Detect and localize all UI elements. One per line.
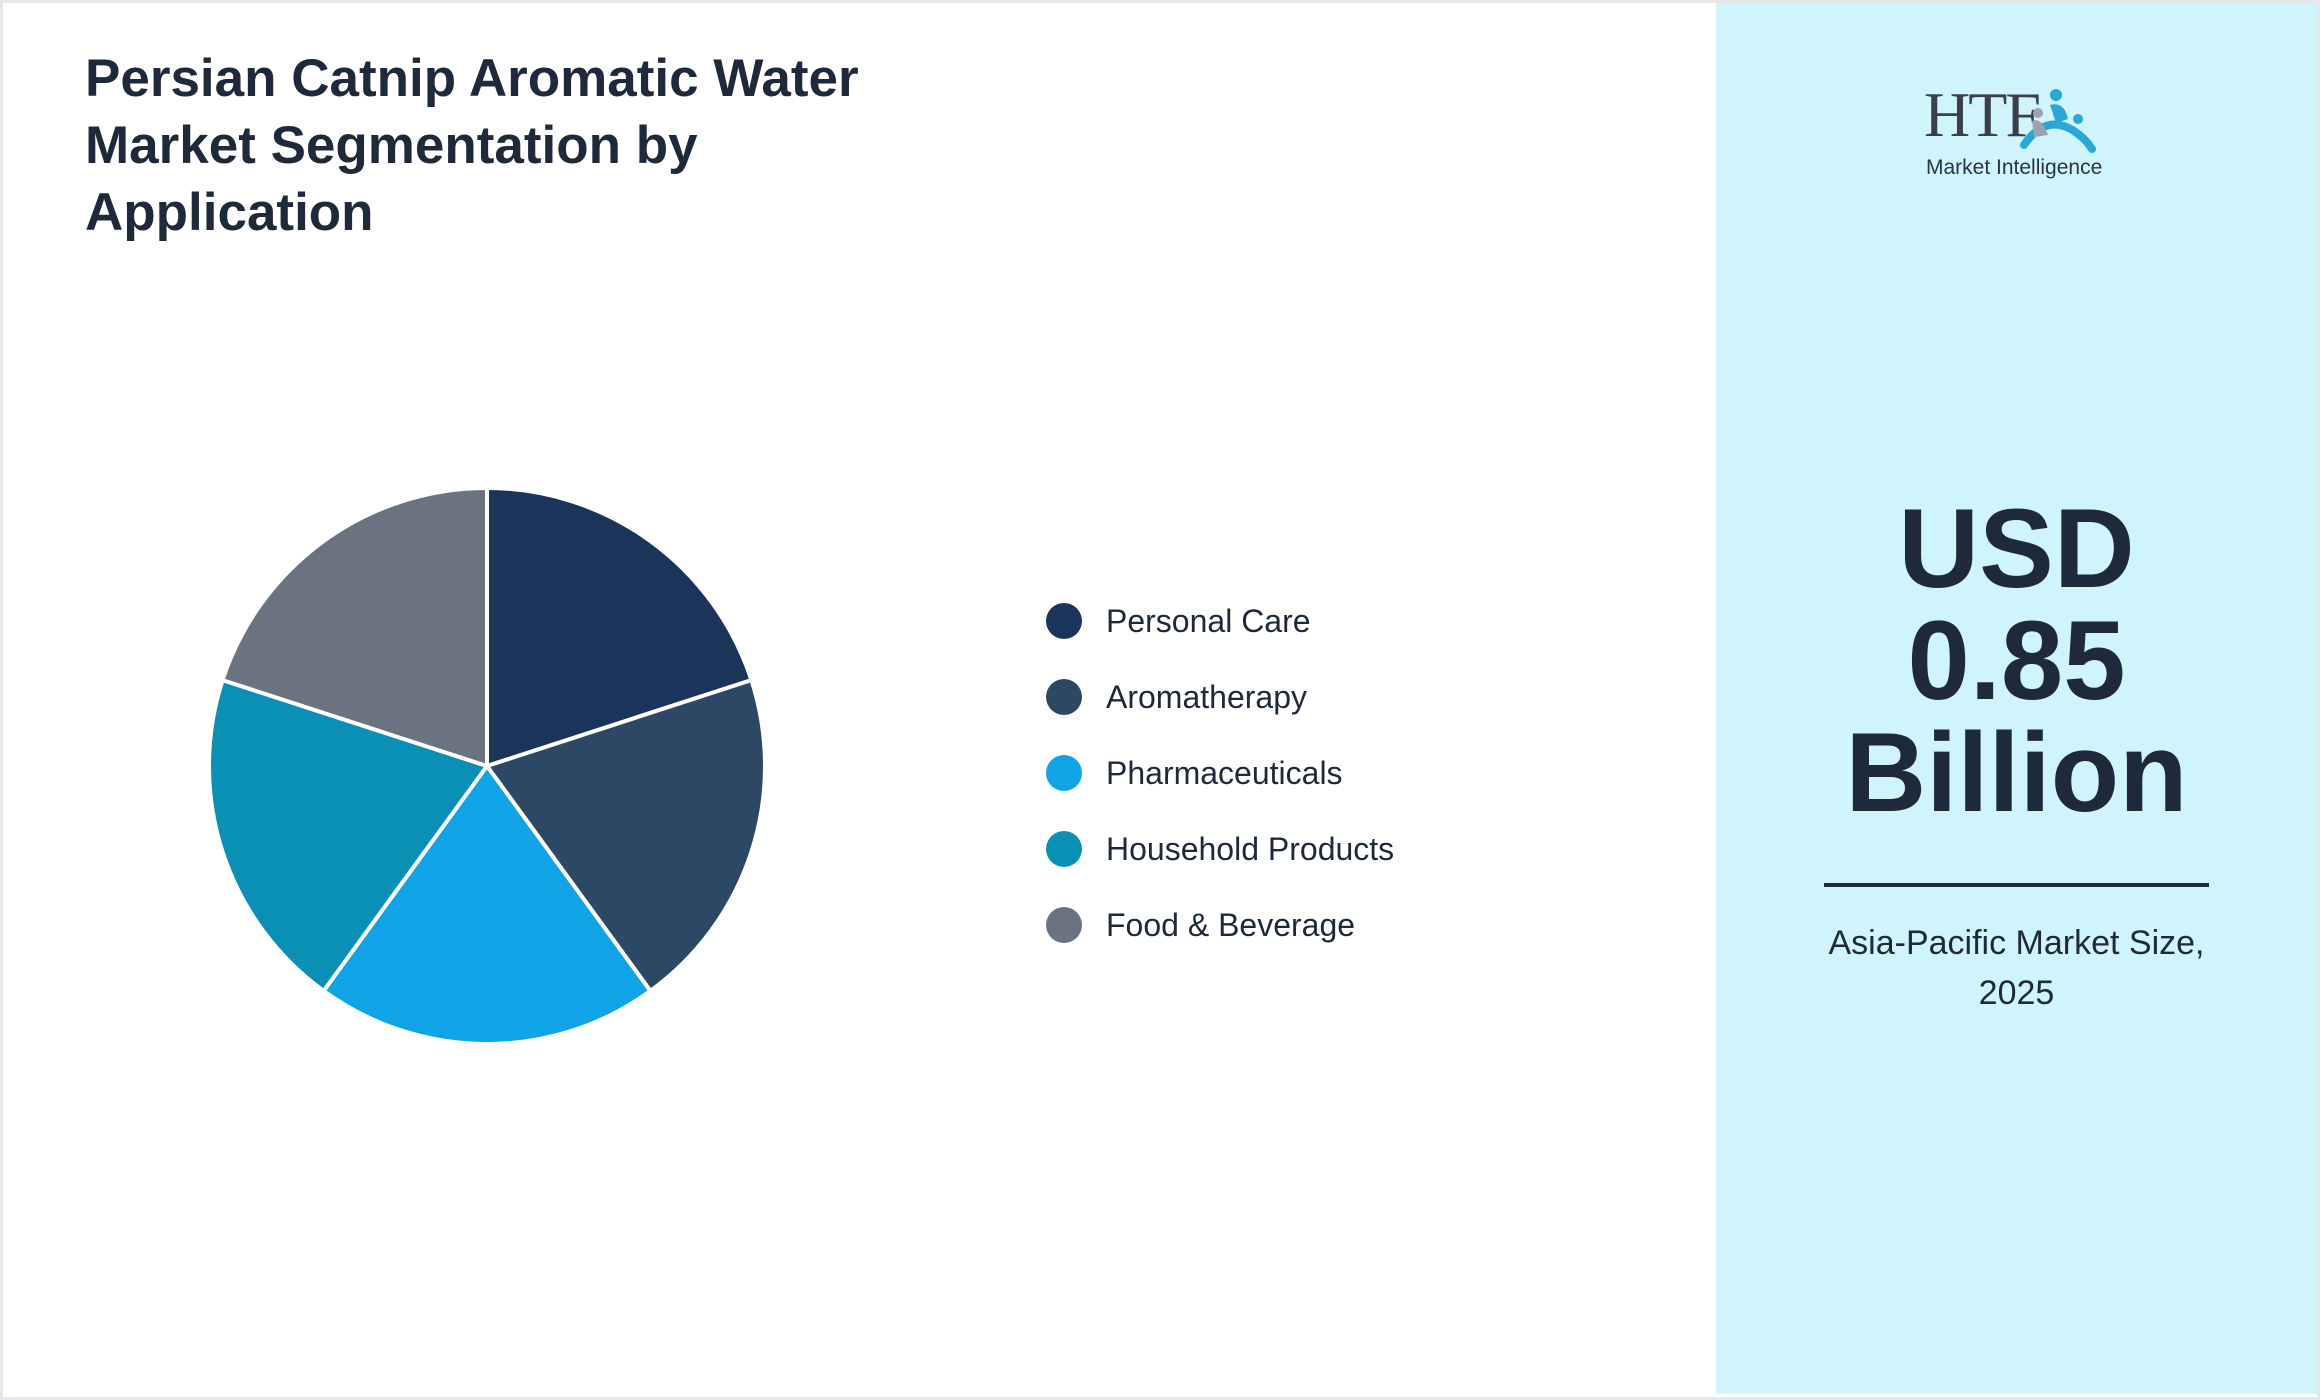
legend-label: Aromatherapy xyxy=(1106,678,1307,715)
legend-label: Pharmaceuticals xyxy=(1106,754,1343,791)
caption-year: 2025 xyxy=(1978,974,2055,1012)
market-size-value: USD 0.85 Billion xyxy=(1716,493,2317,829)
legend-item: Aromatherapy xyxy=(1046,659,1394,735)
divider xyxy=(1824,883,2209,887)
legend-swatch xyxy=(1046,831,1082,867)
market-size-panel: HTF Market Intelligence USD 0.85 Billion… xyxy=(1716,3,2317,1394)
chart-legend: Personal Care Aromatherapy Pharmaceuticals… xyxy=(1046,583,1394,963)
value-unit: Billion xyxy=(1845,710,2188,835)
legend-label: Household Products xyxy=(1106,830,1395,867)
value-amount: 0.85 xyxy=(1907,598,2126,723)
legend-item: Food & Beverage xyxy=(1046,887,1394,963)
pie-chart xyxy=(207,485,767,1046)
logo-tagline: Market Intelligence xyxy=(1926,156,2103,179)
legend-swatch xyxy=(1046,603,1082,639)
legend-item: Personal Care xyxy=(1046,583,1394,659)
legend-item: Pharmaceuticals xyxy=(1046,735,1394,811)
pie-slice-personal-care xyxy=(485,485,754,769)
legend-swatch xyxy=(1046,755,1082,791)
logo-figures-icon xyxy=(2020,89,2096,153)
value-currency: USD xyxy=(1898,486,2135,611)
pie-slice-food-beverage xyxy=(220,485,489,769)
caption-region: Asia-Pacific Market Size, xyxy=(1828,924,2205,962)
logo-brand: HTF xyxy=(1924,79,2041,150)
legend-label: Food & Beverage xyxy=(1106,906,1356,943)
chart-title: Persian Catnip Aromatic Water Market Seg… xyxy=(85,49,859,242)
company-logo: HTF Market Intelligence xyxy=(1916,78,2116,188)
pie-slice-aromatherapy xyxy=(483,677,767,994)
legend-item: Household Products xyxy=(1046,811,1394,887)
legend-swatch xyxy=(1046,679,1082,715)
market-size-caption: Asia-Pacific Market Size, 2025 xyxy=(1716,918,2317,1018)
legend-label: Personal Care xyxy=(1106,602,1311,639)
legend-swatch xyxy=(1046,907,1082,943)
pie-slice-pharmaceuticals xyxy=(320,762,654,1046)
pie-slice-household-products xyxy=(207,677,491,994)
